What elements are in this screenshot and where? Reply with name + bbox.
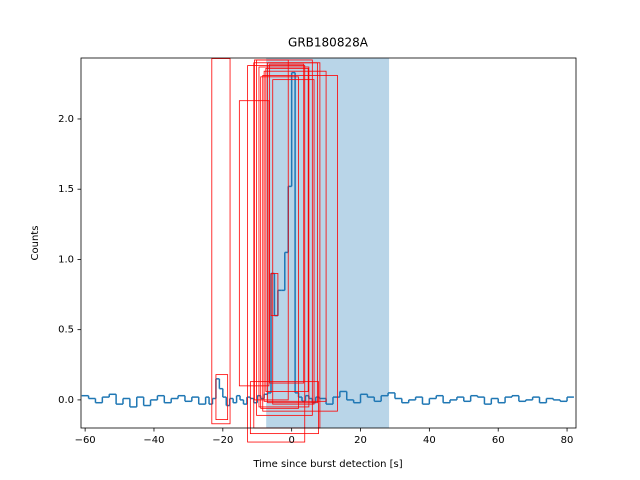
box — [269, 63, 305, 384]
x-tick-label: −40 — [143, 435, 164, 446]
box — [211, 58, 231, 425]
box — [270, 273, 279, 317]
box — [254, 59, 289, 401]
box — [247, 65, 306, 443]
x-axis-label: Time since burst detection [s] — [252, 459, 402, 470]
shaded-span — [266, 58, 390, 428]
x-tick-label: 40 — [423, 435, 436, 446]
y-tick-label: 2.0 — [58, 114, 74, 125]
x-tick-label: 80 — [561, 435, 574, 446]
box — [215, 374, 229, 420]
y-tick-label: 0.0 — [58, 395, 74, 406]
chart-title: GRB180828A — [288, 36, 369, 50]
x-tick-label: −20 — [212, 435, 233, 446]
box — [260, 76, 299, 409]
box — [267, 62, 318, 404]
y-tick-label: 1.5 — [58, 184, 74, 195]
box — [262, 75, 338, 412]
y-tick-label: 0.5 — [58, 325, 74, 336]
axes-frame — [80, 57, 577, 429]
box — [263, 70, 327, 402]
box — [272, 79, 315, 405]
x-tick-label: 0 — [288, 435, 294, 446]
x-tick-label: 20 — [354, 435, 367, 446]
box — [258, 66, 310, 408]
x-tick-label: 60 — [492, 435, 505, 446]
y-tick-label: 1.0 — [58, 254, 74, 265]
x-tick-label: −60 — [75, 435, 96, 446]
box — [249, 381, 319, 435]
box — [265, 67, 309, 392]
y-axis-label: Counts — [30, 226, 41, 261]
